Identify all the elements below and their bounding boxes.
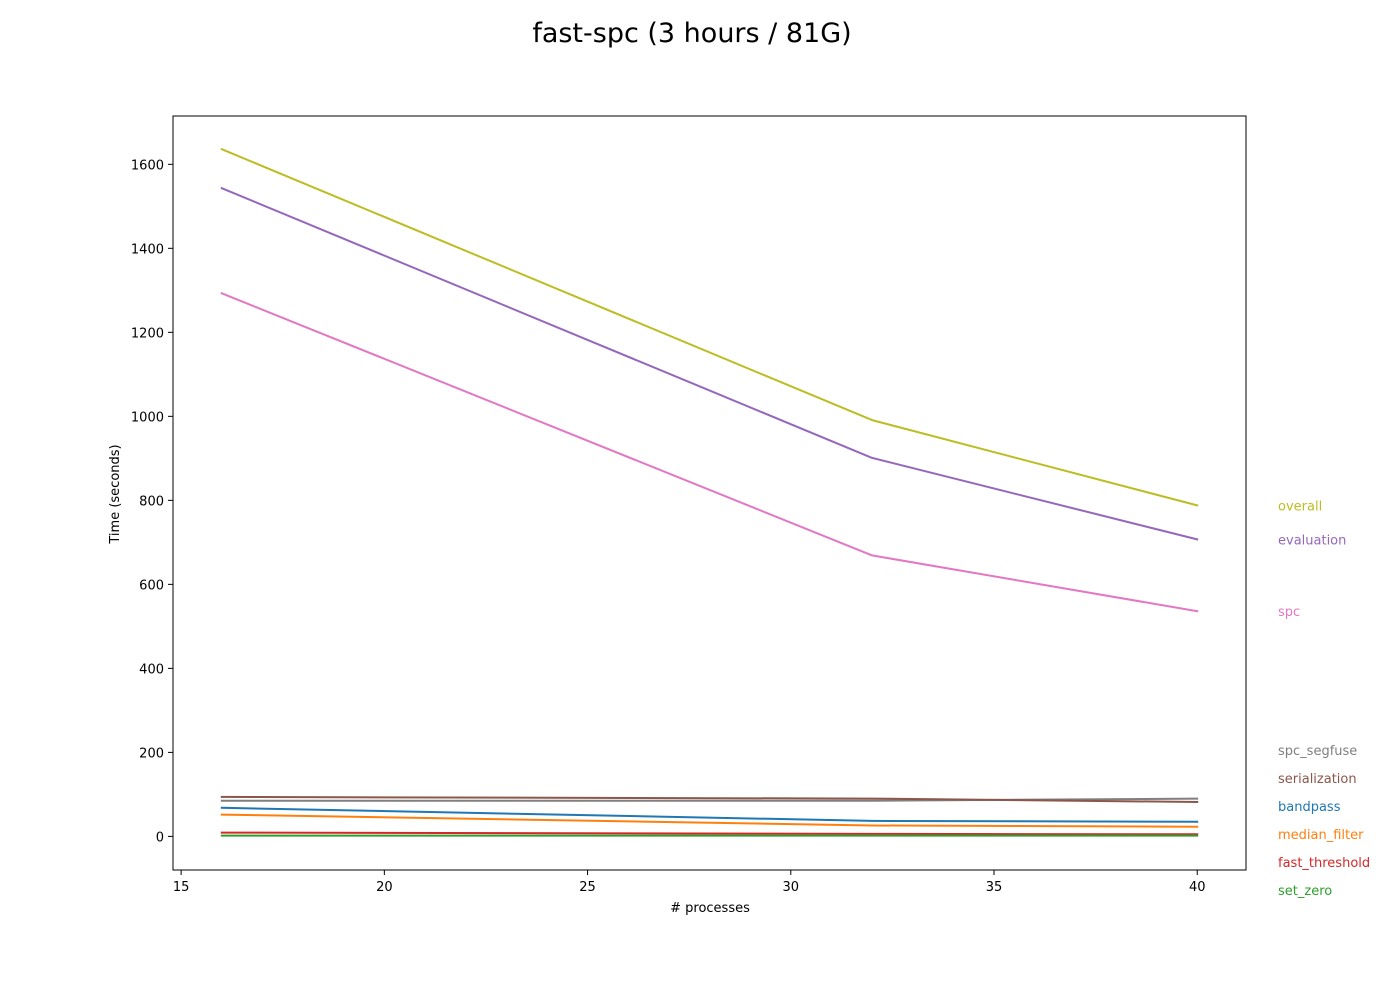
y-tick-label: 1600 bbox=[131, 158, 164, 173]
y-axis-label: Time (seconds) bbox=[108, 444, 123, 544]
series-line-spc bbox=[220, 291, 1199, 613]
y-tick-label: 1000 bbox=[131, 410, 164, 425]
y-tick-label: 400 bbox=[139, 662, 164, 677]
series-label-set-zero: set_zero bbox=[1278, 884, 1332, 899]
y-tick-label: 200 bbox=[139, 746, 164, 761]
x-axis-label: # processes bbox=[670, 901, 750, 916]
y-tick-label: 1400 bbox=[131, 242, 164, 257]
y-tick-label: 0 bbox=[156, 830, 164, 845]
series-label-median-filter: median_filter bbox=[1278, 828, 1364, 843]
series-line-spc-segfuse bbox=[220, 797, 1199, 802]
series-line-serialization bbox=[220, 795, 1199, 804]
series-line-evaluation bbox=[220, 186, 1199, 541]
y-axis: 0 200 400 600 800 1000 1200 1400 1600 bbox=[131, 158, 173, 845]
series-line-median-filter bbox=[220, 813, 1199, 828]
series-label-fast-threshold: fast_threshold bbox=[1278, 856, 1370, 871]
x-tick-label: 15 bbox=[173, 880, 190, 895]
x-axis: 15 20 25 30 35 40 bbox=[173, 870, 1206, 895]
series-label-spc-segfuse: spc_segfuse bbox=[1278, 744, 1357, 759]
series-label-spc: spc bbox=[1278, 605, 1300, 620]
series-line-fast-threshold bbox=[220, 831, 1199, 836]
x-tick-label: 20 bbox=[376, 880, 393, 895]
y-tick-label: 800 bbox=[139, 494, 164, 509]
plot-area bbox=[220, 147, 1199, 837]
x-tick-label: 25 bbox=[579, 880, 596, 895]
series-label-evaluation: evaluation bbox=[1278, 533, 1346, 548]
x-tick-label: 35 bbox=[986, 880, 1003, 895]
series-label-serialization: serialization bbox=[1278, 772, 1357, 787]
x-tick-label: 30 bbox=[783, 880, 800, 895]
plot-frame bbox=[172, 115, 1247, 871]
chart-title: fast-spc (3 hours / 81G) bbox=[532, 18, 851, 49]
series-line-overall bbox=[220, 147, 1199, 507]
series-label-overall: overall bbox=[1278, 499, 1322, 514]
series-labels: overall evaluation spc spc_segfuse serializa… bbox=[1278, 499, 1370, 899]
series-line-bandpass bbox=[220, 806, 1199, 823]
y-tick-label: 600 bbox=[139, 578, 164, 593]
series-label-bandpass: bandpass bbox=[1278, 800, 1341, 815]
y-tick-label: 1200 bbox=[131, 326, 164, 341]
x-tick-label: 40 bbox=[1189, 880, 1206, 895]
